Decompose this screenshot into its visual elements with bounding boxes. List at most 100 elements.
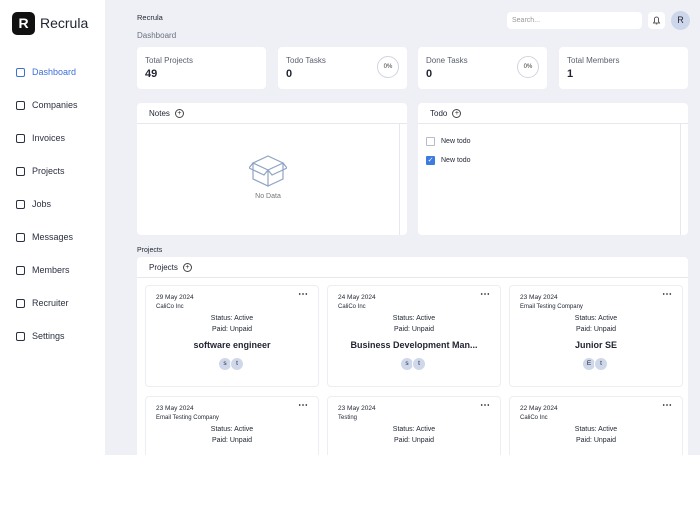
logo[interactable]: R bbox=[12, 12, 35, 35]
card-status: Status: Active bbox=[392, 315, 436, 322]
divider bbox=[399, 123, 400, 235]
checkbox[interactable]: ✓ bbox=[426, 156, 435, 165]
card-menu[interactable]: ⋯ bbox=[298, 289, 308, 300]
empty-text: No Data bbox=[255, 193, 281, 200]
card-paid: Paid: Unpaid bbox=[211, 437, 253, 444]
stat-value: 1 bbox=[567, 68, 574, 80]
card-status: Status: Active bbox=[574, 426, 618, 433]
add-todo[interactable]: + bbox=[452, 108, 462, 118]
card-menu[interactable]: ⋯ bbox=[480, 289, 490, 300]
card-company: CaliCo Inc bbox=[156, 304, 184, 310]
avatar[interactable]: R bbox=[671, 11, 690, 30]
nav-label: Projects bbox=[32, 166, 65, 176]
nav-icon bbox=[16, 100, 25, 110]
card-status: Status: Active bbox=[210, 426, 254, 433]
card-menu[interactable]: ⋯ bbox=[662, 289, 672, 300]
todo-text: New todo bbox=[441, 157, 471, 164]
card-paid: Paid: Unpaid bbox=[393, 437, 435, 444]
card-status: Status: Active bbox=[210, 315, 254, 322]
nav-label: Invoices bbox=[32, 133, 66, 143]
nav-icon bbox=[16, 298, 25, 308]
card-date: 23 May 2024 bbox=[520, 294, 558, 301]
add-note[interactable]: + bbox=[174, 108, 184, 118]
nav-item[interactable]: Invoices bbox=[16, 131, 65, 145]
todo-item: New todo bbox=[426, 137, 471, 146]
project-card[interactable]: 24 May 2024 CaliCo Inc ⋯ Status: Active Paid… bbox=[327, 285, 501, 387]
search[interactable]: Search... bbox=[507, 12, 642, 29]
progress-ring: 0% bbox=[517, 56, 539, 78]
add-project[interactable]: + bbox=[182, 262, 192, 272]
projects-panel: Projects + 29 May 2024 CaliCo Inc ⋯ Status: … bbox=[137, 257, 688, 455]
member-avatar: t bbox=[230, 357, 244, 371]
member-avatar: s bbox=[218, 357, 232, 371]
stat-value: 0 bbox=[426, 68, 433, 80]
nav-item[interactable]: Projects bbox=[16, 164, 65, 178]
nav-icon bbox=[16, 67, 25, 77]
todo-text: New todo bbox=[441, 138, 471, 145]
nav-item[interactable]: Dashboard bbox=[16, 65, 76, 79]
stat-value: 0 bbox=[286, 68, 293, 80]
card-paid: Paid: Unpaid bbox=[393, 326, 435, 333]
nav-item[interactable]: Jobs bbox=[16, 197, 51, 211]
member-avatar: t bbox=[594, 357, 608, 371]
card-menu[interactable]: ⋯ bbox=[662, 400, 672, 411]
project-card[interactable]: 23 May 2024 Email Testing Company ⋯ Status:… bbox=[145, 396, 319, 455]
nav-label: Recruiter bbox=[32, 298, 69, 308]
card-date: 23 May 2024 bbox=[338, 405, 376, 412]
card-paid: Paid: Unpaid bbox=[211, 326, 253, 333]
nav-icon bbox=[16, 166, 25, 176]
projects-title: Projects bbox=[149, 262, 178, 272]
card-paid: Paid: Unpaid bbox=[575, 326, 617, 333]
sidebar: R Recrula Dashboard Companies Invoices Proj… bbox=[0, 0, 105, 455]
nav-item[interactable]: Recruiter bbox=[16, 296, 69, 310]
todo-panel: Todo + New todo ✓ New todo bbox=[418, 103, 688, 235]
card-status: Status: Active bbox=[392, 426, 436, 433]
stat-label: Done Tasks bbox=[426, 56, 468, 65]
member-avatar: t bbox=[412, 357, 426, 371]
card-paid: Paid: Unpaid bbox=[575, 437, 617, 444]
nav-label: Settings bbox=[32, 331, 65, 341]
card-date: 29 May 2024 bbox=[156, 294, 194, 301]
page-title: Dashboard bbox=[137, 31, 177, 40]
project-card[interactable]: 23 May 2024 Email Testing Company ⋯ Status:… bbox=[509, 285, 683, 387]
card-menu[interactable]: ⋯ bbox=[298, 400, 308, 411]
bell[interactable] bbox=[648, 12, 665, 29]
nav-item[interactable]: Messages bbox=[16, 230, 73, 244]
nav-item[interactable]: Members bbox=[16, 263, 70, 277]
nav-icon bbox=[16, 265, 25, 275]
card-company: Email Testing Company bbox=[520, 304, 583, 310]
projects-header: Projects + bbox=[137, 257, 688, 278]
project-card[interactable]: 23 May 2024 Testing ⋯ Status: Active Paid: U… bbox=[327, 396, 501, 455]
notes-panel: Notes + No Data bbox=[137, 103, 407, 235]
member-avatar: E bbox=[582, 357, 596, 371]
project-card[interactable]: 29 May 2024 CaliCo Inc ⋯ Status: Active Paid… bbox=[145, 285, 319, 387]
todo-title: Todo bbox=[430, 108, 448, 118]
stat-card: Done Tasks 0 0% bbox=[418, 47, 547, 89]
project-card[interactable]: 22 May 2024 CaliCo Inc ⋯ Status: Active Paid… bbox=[509, 396, 683, 455]
checkbox[interactable] bbox=[426, 137, 435, 146]
nav-label: Messages bbox=[32, 232, 74, 242]
card-date: 24 May 2024 bbox=[338, 294, 376, 301]
card-company: CaliCo Inc bbox=[520, 415, 548, 421]
breadcrumb[interactable]: Recrula bbox=[137, 13, 163, 22]
nav-item[interactable]: Settings bbox=[16, 329, 65, 343]
card-menu[interactable]: ⋯ bbox=[480, 400, 490, 411]
card-title: Business Development Man... bbox=[350, 340, 478, 350]
stat-card: Todo Tasks 0 0% bbox=[278, 47, 407, 89]
stat-label: Total Members bbox=[567, 56, 620, 65]
empty-icon bbox=[249, 155, 287, 187]
nav-item[interactable]: Companies bbox=[16, 98, 78, 112]
stat-value: 49 bbox=[145, 68, 158, 80]
progress-ring: 0% bbox=[377, 56, 399, 78]
notes-header: Notes + bbox=[137, 103, 407, 124]
main: Recrula Dashboard Search... R Total Proj… bbox=[105, 0, 700, 455]
card-status: Status: Active bbox=[574, 315, 618, 322]
nav-label: Companies bbox=[32, 100, 78, 110]
card-company: CaliCo Inc bbox=[338, 304, 366, 310]
divider bbox=[680, 123, 681, 235]
card-company: Testing bbox=[338, 415, 358, 421]
